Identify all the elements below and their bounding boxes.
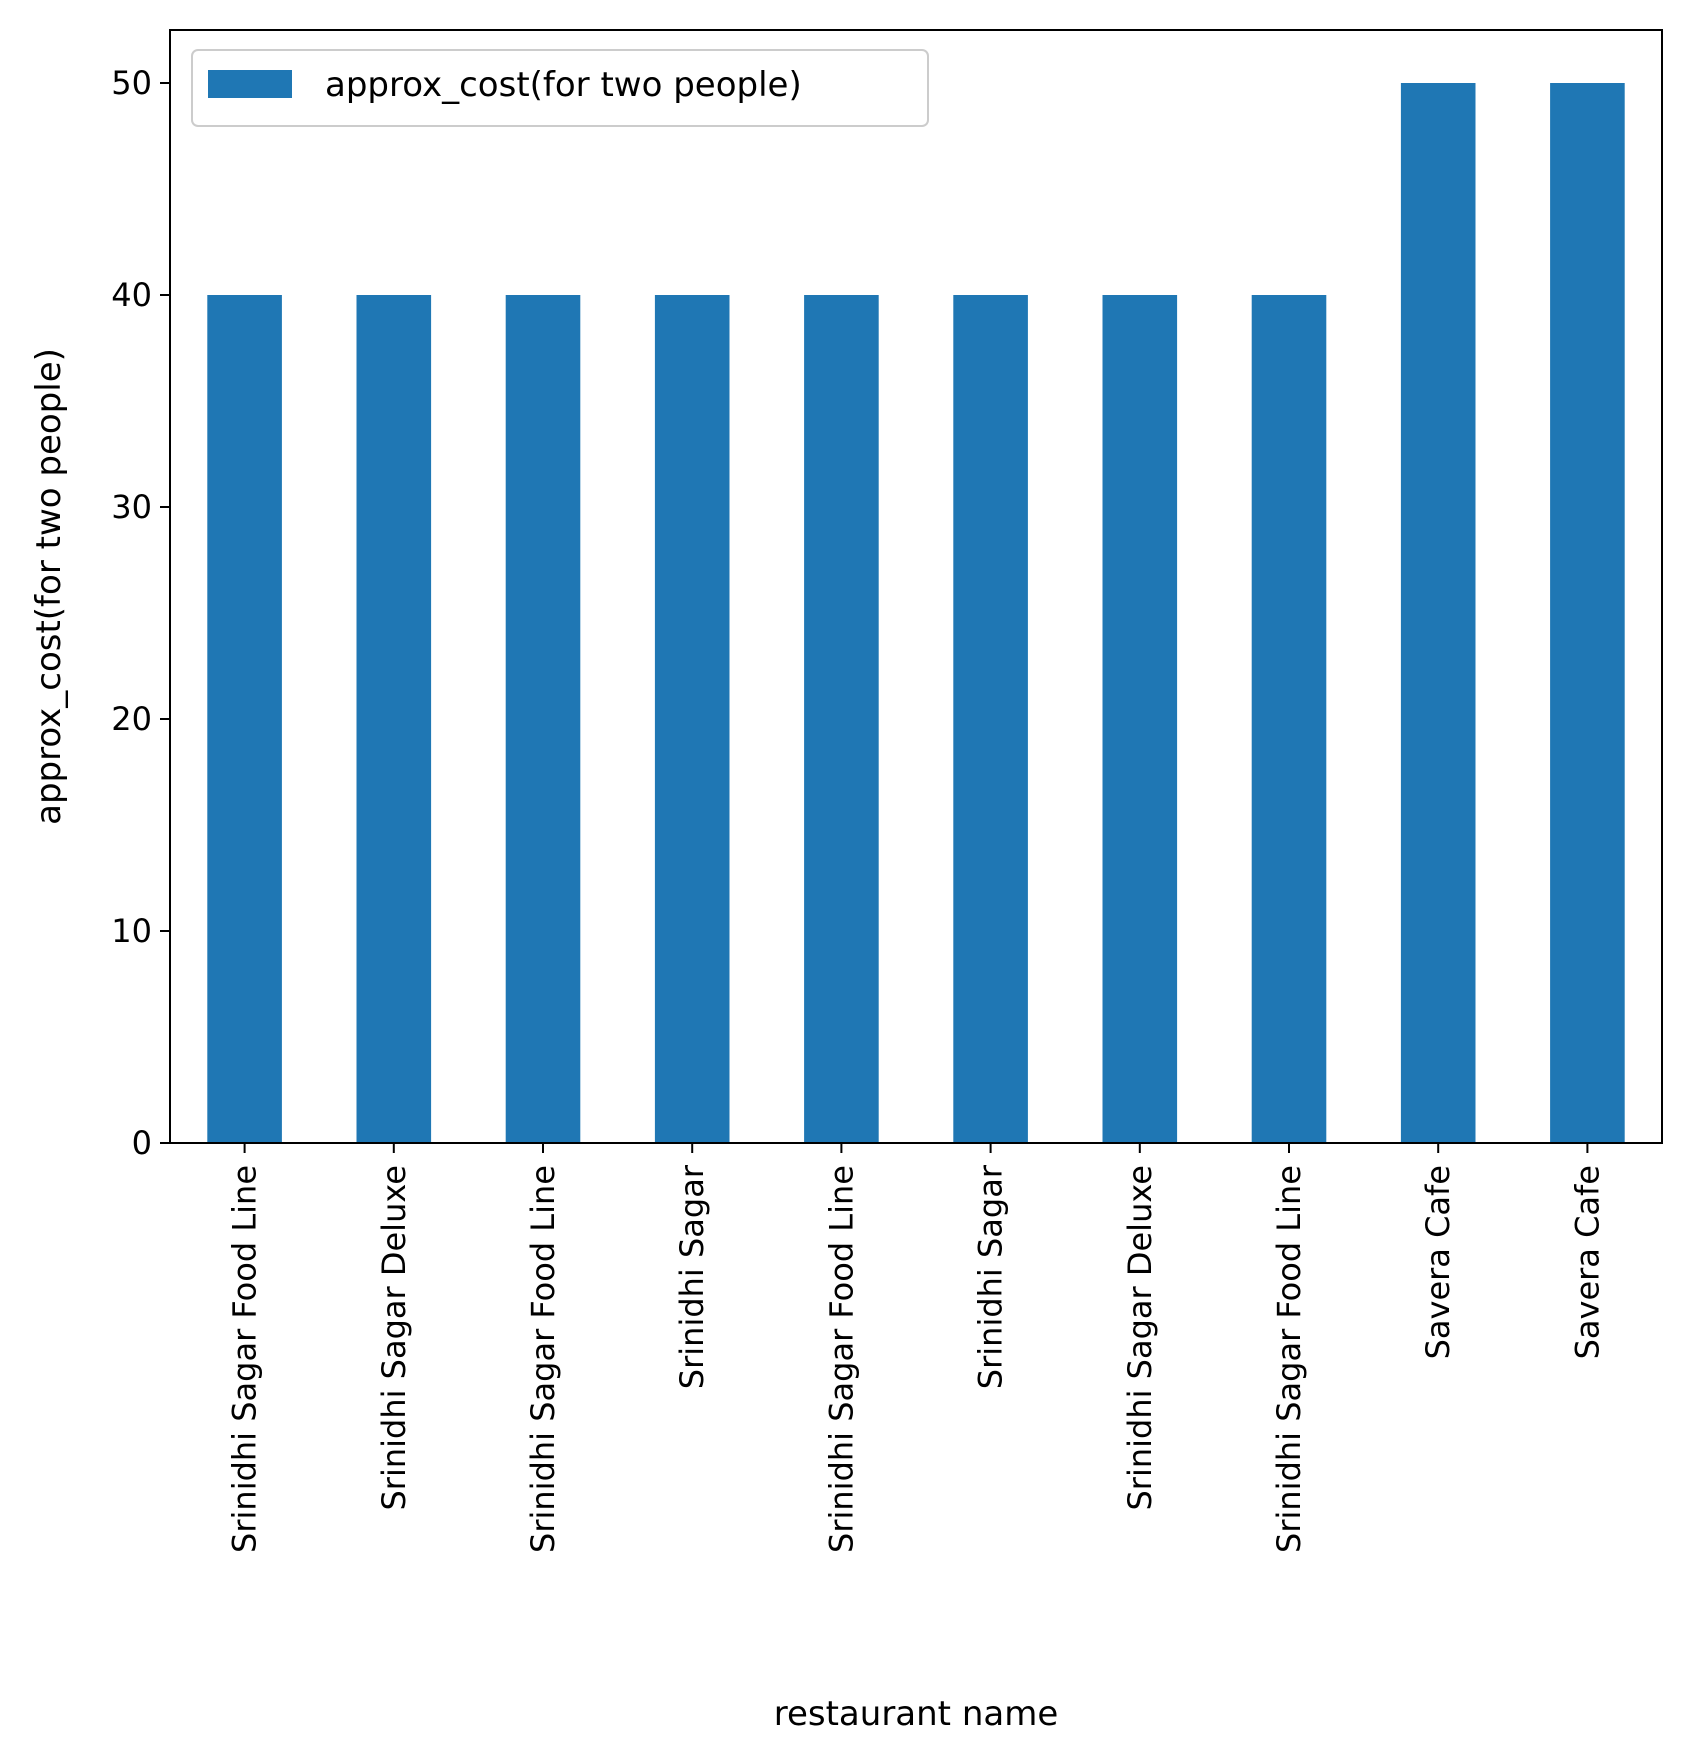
legend-label: approx_cost(for two people) bbox=[325, 65, 802, 105]
x-tick-label: Srinidhi Sagar bbox=[673, 1164, 711, 1389]
x-tick-label: Srinidhi Sagar Food Line bbox=[822, 1165, 860, 1553]
bar-4 bbox=[654, 295, 730, 1143]
x-tick-label: Savera Cafe bbox=[1568, 1165, 1606, 1359]
bar-3 bbox=[505, 295, 581, 1143]
bar-6 bbox=[953, 295, 1028, 1143]
x-tick-label: Srinidhi Sagar bbox=[972, 1164, 1010, 1389]
x-axis-label: restaurant name bbox=[774, 1694, 1059, 1734]
y-tick-label: 40 bbox=[111, 276, 152, 314]
y-tick-label: 10 bbox=[111, 912, 152, 950]
bar-1 bbox=[207, 295, 282, 1143]
bars-group bbox=[207, 83, 1625, 1143]
bar-10 bbox=[1550, 83, 1625, 1143]
y-tick-label: 0 bbox=[132, 1124, 152, 1162]
y-ticks-group: 0 10 20 30 40 50 bbox=[111, 64, 170, 1162]
x-tick-label: Srinidhi Sagar Deluxe bbox=[375, 1165, 413, 1511]
legend-swatch bbox=[208, 70, 292, 98]
y-tick-label: 30 bbox=[111, 488, 152, 526]
x-tick-label: Srinidhi Sagar Food Line bbox=[1270, 1165, 1308, 1553]
legend: approx_cost(for two people) bbox=[191, 49, 929, 127]
y-axis-label: approx_cost(for two people) bbox=[29, 348, 69, 825]
legend-box bbox=[191, 49, 929, 127]
y-tick-label: 20 bbox=[111, 700, 152, 738]
bar-8 bbox=[1251, 295, 1327, 1143]
x-ticks-group: Srinidhi Sagar Food Line Srinidhi Sagar D… bbox=[226, 1143, 1606, 1553]
y-tick-label: 50 bbox=[111, 64, 152, 102]
bar-7 bbox=[1102, 295, 1178, 1143]
plot-frame bbox=[169, 29, 1663, 1144]
x-tick-label: Savera Cafe bbox=[1419, 1165, 1457, 1359]
x-tick-label: Srinidhi Sagar Deluxe bbox=[1121, 1165, 1159, 1511]
bar-9 bbox=[1400, 83, 1476, 1143]
bar-5 bbox=[804, 295, 879, 1143]
bar-2 bbox=[356, 295, 432, 1143]
x-tick-label: Srinidhi Sagar Food Line bbox=[524, 1165, 562, 1553]
x-tick-label: Srinidhi Sagar Food Line bbox=[226, 1165, 264, 1553]
